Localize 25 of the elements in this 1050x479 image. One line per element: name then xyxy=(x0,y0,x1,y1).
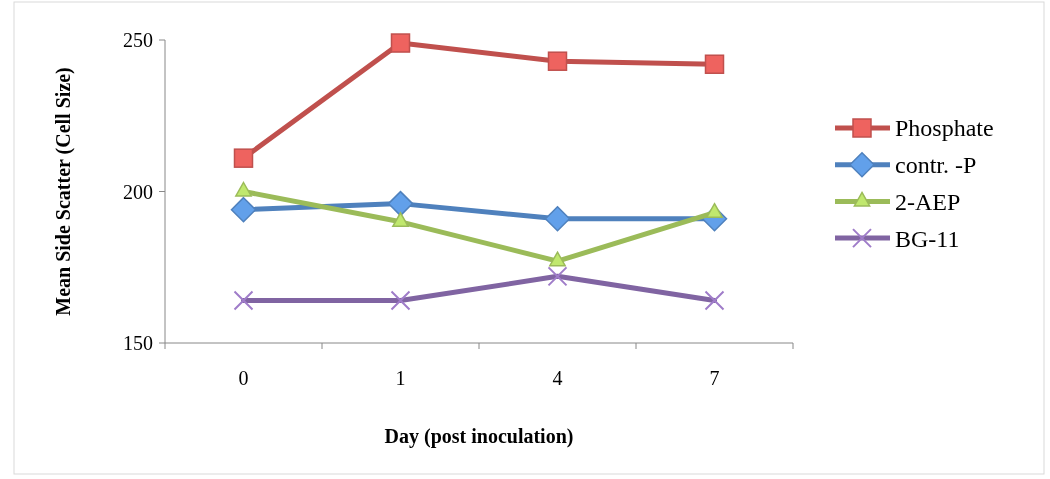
y-tick-label: 150 xyxy=(123,332,153,354)
point xyxy=(390,33,411,53)
x-axis-title: Day (post inoculation) xyxy=(384,425,574,448)
point xyxy=(547,51,568,71)
point xyxy=(233,148,254,168)
point xyxy=(392,212,409,228)
point xyxy=(233,290,254,311)
point xyxy=(387,190,414,217)
legend-label: Phosphate xyxy=(895,115,994,142)
x-tick-label: 0 xyxy=(238,367,249,389)
legend-label: BG-11 xyxy=(895,225,960,252)
point xyxy=(390,290,411,311)
point xyxy=(704,54,725,74)
y-tick-label: 250 xyxy=(123,29,153,51)
x-tick-label: 4 xyxy=(552,367,563,389)
y-axis-title: Mean Side Scatter (Cell Size) xyxy=(52,67,75,316)
y-tick-label: 200 xyxy=(123,180,153,203)
point xyxy=(704,290,725,311)
point xyxy=(547,266,568,287)
point xyxy=(544,206,571,232)
x-tick-label: 1 xyxy=(395,367,406,389)
point xyxy=(230,196,257,223)
legend-label: 2-AEP xyxy=(895,188,961,215)
x-tick-label: 7 xyxy=(709,367,720,389)
legend-label: contr. -P xyxy=(895,152,977,179)
